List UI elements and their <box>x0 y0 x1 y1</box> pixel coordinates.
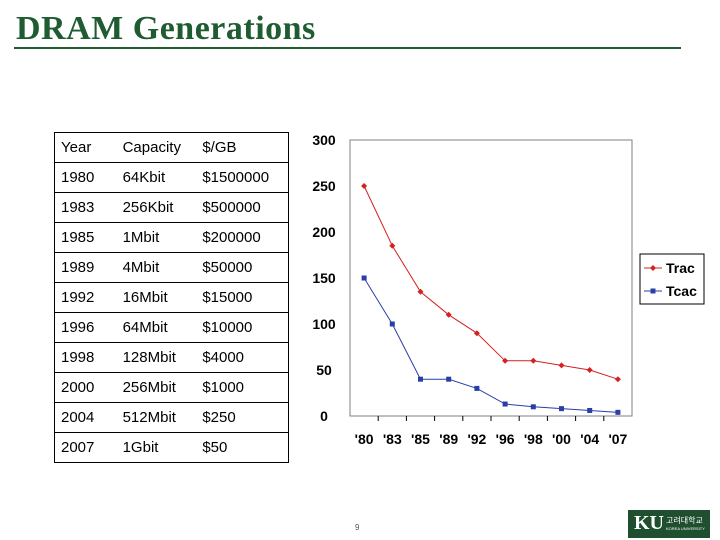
year-cell: 1996 <box>53 312 117 343</box>
capacity-cell: 16Mbit <box>116 282 197 313</box>
dram-table: Year Capacity $/GB 1980 64Kbit $1500000 1983 25… <box>53 132 290 463</box>
logo-korean-name: 고려대학교 <box>666 516 703 525</box>
university-logo: KU 고려대학교 KOREA UNIVERSITY <box>628 510 710 538</box>
data-point-trac <box>361 183 368 189</box>
y-tick-label: 0 <box>320 408 328 424</box>
year-cell: 1992 <box>53 282 117 313</box>
data-point-tcac <box>615 409 621 415</box>
price-cell: $50000 <box>196 252 290 283</box>
capacity-cell: 64Mbit <box>116 312 197 343</box>
data-point-trac <box>502 357 509 364</box>
year-cell: 1983 <box>53 192 117 223</box>
capacity-cell: 256Mbit <box>116 372 197 403</box>
data-point-trac <box>445 311 452 318</box>
data-point-tcac <box>559 406 564 412</box>
y-tick-label: 150 <box>312 270 336 286</box>
series-line-trac <box>363 185 619 380</box>
data-point-trac <box>389 242 396 249</box>
dram-latency-chart: 0 50 100 150 200 250 300 '80 '83 '85 '89 '92 '96 '98 '… <box>312 132 705 447</box>
year-cell: Year <box>53 132 117 163</box>
price-cell: $15000 <box>196 282 290 313</box>
year-cell: 1980 <box>53 162 117 193</box>
data-point-trac <box>614 376 621 383</box>
capacity-cell: 4Mbit <box>116 252 197 283</box>
x-tick-label: '92 <box>467 431 486 447</box>
data-point-tcac <box>502 401 508 407</box>
data-point-tcac <box>446 376 452 382</box>
table-row: 1992 16Mbit $15000 <box>53 282 290 313</box>
price-cell: $500000 <box>196 192 290 223</box>
capacity-cell: 512Mbit <box>116 402 197 433</box>
capacity-cell: 128Mbit <box>116 342 197 373</box>
data-point-trac <box>558 362 565 369</box>
slide-title: DRAM Generations <box>16 10 316 47</box>
legend-label-trac: Trac <box>666 260 695 276</box>
table-row: 1983 256Kbit $500000 <box>53 192 290 223</box>
legend-box <box>639 253 705 305</box>
year-cell: 2004 <box>53 402 117 433</box>
x-tick-label: '85 <box>411 431 430 447</box>
x-tick-label: '89 <box>439 431 458 447</box>
price-cell: $1500000 <box>196 162 290 193</box>
year-cell: 1985 <box>53 222 117 253</box>
y-tick-label: 200 <box>312 224 336 240</box>
table-header-row: Year Capacity $/GB <box>53 132 290 163</box>
capacity-cell: Capacity <box>116 132 197 163</box>
data-point-trac <box>530 357 537 364</box>
x-tick-label: '07 <box>608 431 627 447</box>
legend-label-tcac: Tcac <box>666 283 697 299</box>
logo-english-name: KOREA UNIVERSITY <box>666 526 705 531</box>
capacity-cell: 1Gbit <box>116 432 197 463</box>
price-cell: $250 <box>196 402 290 433</box>
page-number: 9 <box>355 523 360 532</box>
data-point-tcac <box>587 407 593 413</box>
price-cell: $50 <box>196 432 290 463</box>
price-cell: $/GB <box>196 132 290 163</box>
title-underline <box>14 47 681 49</box>
capacity-cell: 64Kbit <box>116 162 197 193</box>
legend-marker-tcac <box>650 288 656 294</box>
year-cell: 2007 <box>53 432 117 463</box>
data-point-trac <box>417 288 424 295</box>
x-tick-label: '00 <box>552 431 571 447</box>
dram-table-body: Year Capacity $/GB 1980 64Kbit $1500000 1983 25… <box>53 132 290 463</box>
capacity-cell: 256Kbit <box>116 192 197 223</box>
year-cell: 1989 <box>53 252 117 283</box>
data-point-tcac <box>361 275 367 281</box>
data-point-tcac <box>474 385 480 391</box>
year-cell: 1998 <box>53 342 117 373</box>
plot-area-border <box>349 139 633 417</box>
data-point-trac <box>586 367 593 373</box>
price-cell: $4000 <box>196 342 290 373</box>
data-point-tcac <box>389 321 395 327</box>
data-point-tcac <box>530 404 536 410</box>
table-row: 1989 4Mbit $50000 <box>53 252 290 283</box>
data-point-trac <box>473 330 480 337</box>
table-row: 2007 1Gbit $50 <box>53 432 290 463</box>
x-tick-label: '80 <box>355 431 374 447</box>
y-tick-label: 50 <box>316 362 332 378</box>
table-row: 1980 64Kbit $1500000 <box>53 162 290 193</box>
y-tick-label: 250 <box>312 178 336 194</box>
price-cell: $200000 <box>196 222 290 253</box>
x-tick-label: '98 <box>524 431 543 447</box>
table-row: 1996 64Mbit $10000 <box>53 312 290 343</box>
y-tick-label: 100 <box>312 316 336 332</box>
year-cell: 2000 <box>53 372 117 403</box>
table-row: 2004 512Mbit $250 <box>53 402 290 433</box>
capacity-cell: 1Mbit <box>116 222 197 253</box>
price-cell: $10000 <box>196 312 290 343</box>
table-row: 1985 1Mbit $200000 <box>53 222 290 253</box>
x-tick-label: '96 <box>496 431 515 447</box>
data-point-tcac <box>418 376 423 382</box>
table-row: 1998 128Mbit $4000 <box>53 342 290 373</box>
y-tick-label: 300 <box>312 132 336 148</box>
series-line-tcac <box>363 277 618 413</box>
x-tick-label: '04 <box>580 431 599 447</box>
logo-mark: KU <box>634 512 664 534</box>
table-row: 2000 256Mbit $1000 <box>53 372 290 403</box>
legend-marker-trac <box>650 265 656 271</box>
price-cell: $1000 <box>196 372 290 403</box>
x-tick-label: '83 <box>383 431 402 447</box>
